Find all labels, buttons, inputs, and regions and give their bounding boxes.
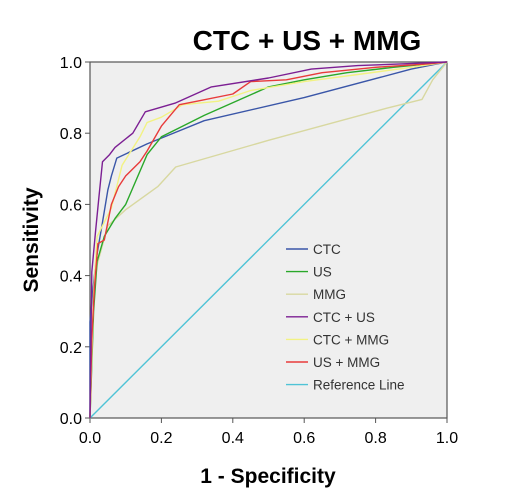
y-tick-label: 1.0 xyxy=(60,55,82,72)
y-tick-label: 0.6 xyxy=(60,197,82,214)
legend-label: CTC xyxy=(313,242,341,257)
x-tick-label: 1.0 xyxy=(436,430,458,447)
series-line xyxy=(89,61,448,419)
legend-label: CTC + MMG xyxy=(313,332,389,347)
axis-ticks: 0.0 0.2 0.4 0.6 0.8 1.0 0.0 0.2 0.4 0.6 0.8 1.0 xyxy=(60,55,458,447)
series-line xyxy=(89,61,448,419)
x-axis-label: 1 - Specificity xyxy=(200,465,336,488)
y-tick-label: 0.0 xyxy=(60,411,82,428)
legend-label: US xyxy=(313,265,332,280)
series-line xyxy=(89,61,448,419)
x-tick-label: 0.8 xyxy=(364,430,386,447)
x-tick-label: 0.0 xyxy=(79,430,101,447)
series-lines xyxy=(89,61,448,419)
x-tick-label: 0.6 xyxy=(293,430,315,447)
legend-box xyxy=(282,236,432,400)
x-tick-label: 0.4 xyxy=(222,430,244,447)
chart-title: CTC + US + MMG xyxy=(193,25,422,56)
y-tick-label: 0.2 xyxy=(60,340,82,357)
x-tick-label: 0.2 xyxy=(150,430,172,447)
y-axis-label: Sensitivity xyxy=(20,187,43,292)
series-line xyxy=(89,61,448,418)
legend-label: CTC + US xyxy=(313,310,375,325)
series-line xyxy=(89,61,448,419)
y-tick-label: 0.4 xyxy=(60,269,82,286)
y-tick-label: 0.8 xyxy=(60,126,82,143)
legend-label: MMG xyxy=(313,287,346,302)
legend-label: Reference Line xyxy=(313,378,405,393)
legend: CTC US MMG CTC + US CTC + MMG US + MMG Referen… xyxy=(286,242,405,393)
legend-label: US + MMG xyxy=(313,355,380,370)
series-line xyxy=(89,61,448,419)
